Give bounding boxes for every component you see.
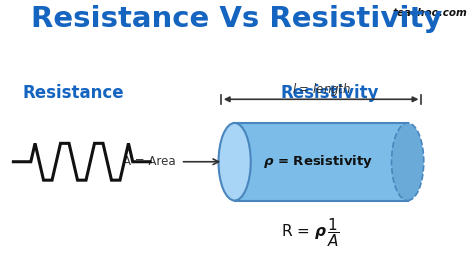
Text: R = $\boldsymbol{\rho}\,\dfrac{1}{A}$: R = $\boldsymbol{\rho}\,\dfrac{1}{A}$ xyxy=(281,216,339,249)
Ellipse shape xyxy=(392,123,424,200)
Ellipse shape xyxy=(219,123,251,200)
Text: Resistivity: Resistivity xyxy=(280,84,379,102)
Bar xyxy=(235,123,408,200)
Text: teachoo.com: teachoo.com xyxy=(392,8,467,18)
Text: Resistance Vs Resistivity: Resistance Vs Resistivity xyxy=(31,5,443,33)
Text: Resistance: Resistance xyxy=(23,84,124,102)
Text: A = Area: A = Area xyxy=(123,155,176,168)
Text: $l$ = length: $l$ = length xyxy=(292,81,351,98)
Text: $\boldsymbol{\rho}$ = Resistivity: $\boldsymbol{\rho}$ = Resistivity xyxy=(263,153,373,170)
